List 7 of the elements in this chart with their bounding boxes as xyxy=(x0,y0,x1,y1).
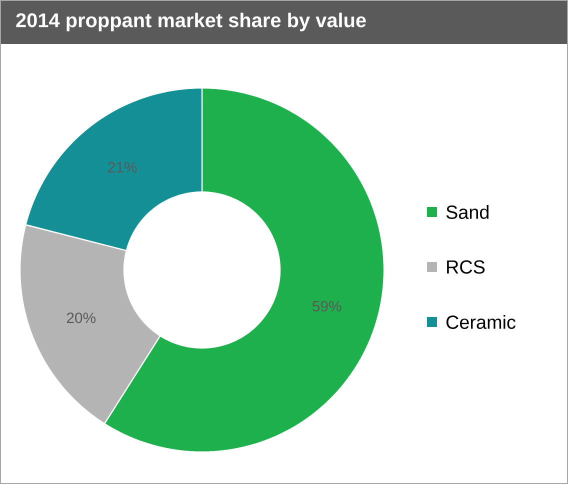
data-label: 21% xyxy=(108,162,137,173)
data-label: 20% xyxy=(66,312,96,324)
chart-title: 2014 proppant market share by value xyxy=(16,12,366,32)
legend-label: Sand xyxy=(446,205,488,219)
legend-label: Ceramic xyxy=(446,315,516,329)
legend-label: RCS xyxy=(447,260,485,274)
data-label: 59% xyxy=(312,300,342,312)
